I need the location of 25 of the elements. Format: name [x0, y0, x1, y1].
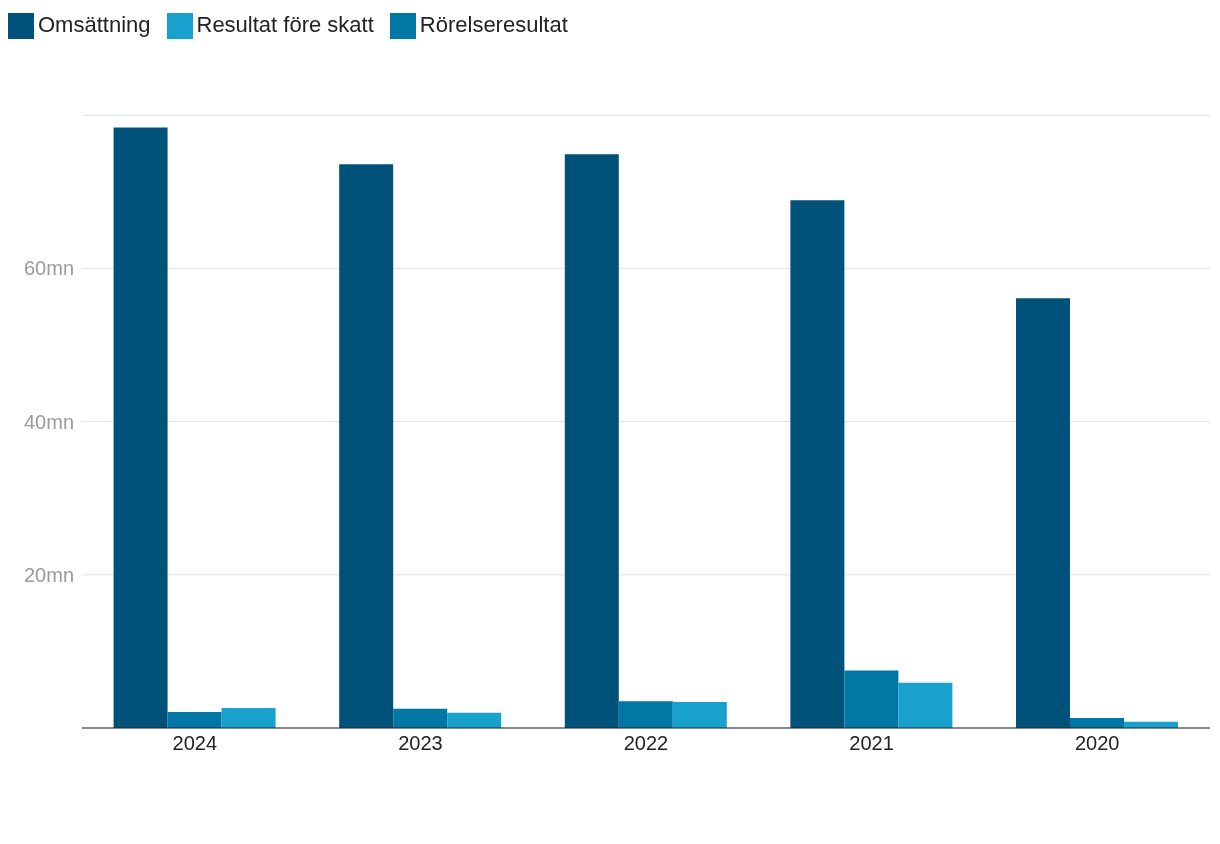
- bar: [564, 154, 619, 728]
- x-tick-label: 2020: [1074, 732, 1120, 755]
- y-tick-label: 60mn: [23, 257, 74, 280]
- y-tick-label: 20mn: [23, 563, 74, 586]
- y-tick-label: 40mn: [23, 410, 74, 433]
- bar: [167, 711, 222, 728]
- x-tick-label: 2023: [398, 732, 443, 755]
- legend-label: Resultat före skatt: [196, 12, 374, 37]
- bar: [113, 127, 168, 728]
- bar: [221, 708, 276, 728]
- x-tick-label: 2024: [172, 732, 218, 755]
- bar: [393, 708, 448, 728]
- legend-label: Rörelseresultat: [419, 12, 568, 37]
- bar: [844, 670, 899, 728]
- bar: [339, 164, 394, 728]
- legend-label: Omsättning: [38, 12, 151, 37]
- bar: [1069, 718, 1124, 728]
- bar: [1015, 298, 1070, 728]
- bar: [447, 712, 502, 728]
- bar: [618, 701, 673, 728]
- bar: [898, 682, 953, 728]
- x-tick-label: 2022: [623, 732, 669, 755]
- x-tick-label: 2021: [849, 732, 894, 755]
- bar: [672, 701, 727, 728]
- bar: [790, 200, 845, 728]
